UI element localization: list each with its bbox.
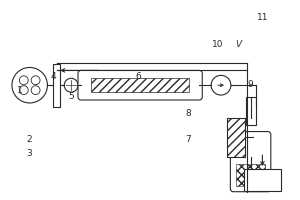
Circle shape [211,75,231,95]
Text: 11: 11 [257,13,268,22]
Circle shape [64,78,78,92]
Text: 3: 3 [26,149,32,158]
Text: 7: 7 [186,135,191,144]
FancyBboxPatch shape [230,132,271,192]
Bar [246,97,256,125]
Text: 2: 2 [26,135,32,144]
Text: 5: 5 [69,92,74,101]
FancyBboxPatch shape [78,70,202,100]
Text: 9: 9 [248,80,254,89]
Bar [91,78,189,92]
Text: 1: 1 [17,86,23,95]
Bar [53,64,60,107]
Bar [227,118,245,157]
Text: 10: 10 [212,40,224,49]
Bar [244,169,281,191]
Text: 8: 8 [186,109,191,118]
Bar [236,164,265,186]
Text: V: V [236,40,242,49]
Circle shape [12,67,47,103]
Text: 4: 4 [51,72,57,81]
Text: 6: 6 [135,72,141,81]
Bar [227,118,245,157]
